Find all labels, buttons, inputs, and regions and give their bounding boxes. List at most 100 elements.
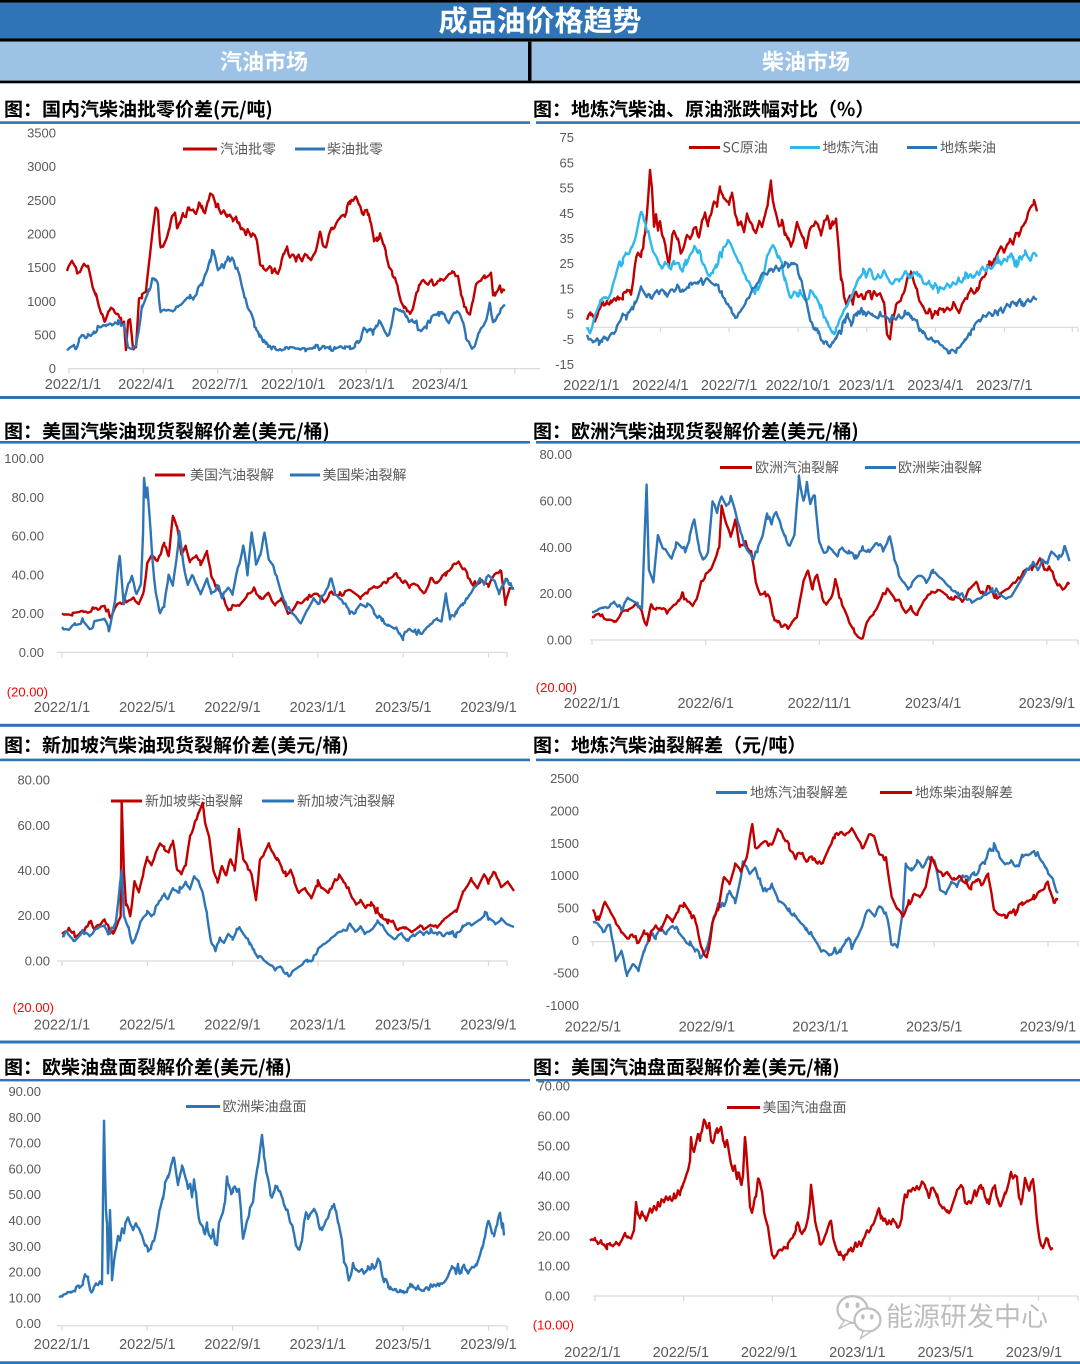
svg-text:2022/6/1: 2022/6/1	[677, 696, 733, 712]
svg-text:0.00: 0.00	[19, 645, 44, 660]
svg-text:(20.00): (20.00)	[13, 1000, 54, 1015]
svg-text:(10.00): (10.00)	[533, 1318, 574, 1333]
svg-text:2023/1/1: 2023/1/1	[829, 1345, 885, 1361]
svg-text:2500: 2500	[550, 771, 579, 786]
svg-text:2022/5/1: 2022/5/1	[119, 1337, 175, 1353]
svg-text:-1000: -1000	[546, 998, 579, 1013]
svg-text:100.00: 100.00	[4, 451, 44, 466]
svg-text:(20.00): (20.00)	[7, 685, 48, 700]
svg-text:2022/1/1: 2022/1/1	[563, 378, 619, 394]
svg-text:2023/1/1: 2023/1/1	[338, 377, 394, 393]
svg-text:2023/5/1: 2023/5/1	[375, 1018, 431, 1034]
svg-text:500: 500	[557, 901, 579, 916]
svg-text:2500: 2500	[27, 193, 56, 208]
svg-text:2022/1/1: 2022/1/1	[564, 696, 620, 712]
svg-text:20.00: 20.00	[11, 606, 44, 621]
svg-text:2023/5/1: 2023/5/1	[375, 1337, 431, 1353]
svg-text:70.00: 70.00	[537, 1079, 570, 1094]
svg-text:3000: 3000	[27, 159, 56, 174]
svg-text:25: 25	[560, 256, 574, 271]
svg-text:2023/5/1: 2023/5/1	[906, 1020, 962, 1036]
svg-text:-5: -5	[562, 332, 574, 347]
svg-text:80.00: 80.00	[8, 1110, 41, 1125]
svg-text:-500: -500	[553, 965, 579, 980]
svg-text:60.00: 60.00	[8, 1161, 41, 1176]
svg-text:0.00: 0.00	[547, 633, 572, 648]
svg-text:2023/7/1: 2023/7/1	[976, 378, 1032, 394]
svg-text:20.00: 20.00	[539, 586, 572, 601]
svg-text:2023/5/1: 2023/5/1	[375, 700, 431, 716]
svg-text:80.00: 80.00	[11, 490, 44, 505]
svg-text:65: 65	[560, 155, 574, 170]
svg-text:60.00: 60.00	[537, 1109, 570, 1124]
svg-text:2023/1/1: 2023/1/1	[290, 700, 346, 716]
svg-text:2023/9/1: 2023/9/1	[1006, 1345, 1062, 1361]
svg-text:60.00: 60.00	[11, 529, 44, 544]
svg-text:2023/4/1: 2023/4/1	[905, 696, 961, 712]
svg-text:2022/1/1: 2022/1/1	[34, 700, 90, 716]
svg-text:2000: 2000	[27, 226, 56, 241]
svg-text:35: 35	[560, 231, 574, 246]
svg-text:2022/9/1: 2022/9/1	[679, 1020, 735, 1036]
svg-text:2022/5/1: 2022/5/1	[653, 1345, 709, 1361]
svg-text:2023/9/1: 2023/9/1	[1019, 696, 1075, 712]
svg-text:2022/10/1: 2022/10/1	[261, 377, 326, 393]
svg-text:1000: 1000	[550, 868, 579, 883]
svg-text:2023/4/1: 2023/4/1	[412, 377, 468, 393]
svg-text:2023/1/1: 2023/1/1	[290, 1018, 346, 1034]
svg-text:2023/9/1: 2023/9/1	[1020, 1020, 1076, 1036]
svg-text:40.00: 40.00	[8, 1213, 41, 1228]
svg-text:2000: 2000	[550, 803, 579, 818]
svg-text:2023/1/1: 2023/1/1	[290, 1337, 346, 1353]
svg-text:20.00: 20.00	[8, 1265, 41, 1280]
svg-text:80.00: 80.00	[539, 447, 572, 462]
svg-text:50.00: 50.00	[8, 1187, 41, 1202]
svg-text:3500: 3500	[27, 126, 56, 141]
svg-text:60.00: 60.00	[539, 493, 572, 508]
svg-text:40.00: 40.00	[11, 567, 44, 582]
svg-text:0: 0	[572, 933, 579, 948]
svg-text:2023/1/1: 2023/1/1	[838, 378, 894, 394]
svg-text:45: 45	[560, 206, 574, 221]
svg-text:40.00: 40.00	[537, 1169, 570, 1184]
svg-text:0.00: 0.00	[16, 1316, 41, 1331]
svg-text:90.00: 90.00	[8, 1084, 41, 1099]
svg-text:(20.00): (20.00)	[536, 680, 577, 695]
svg-text:2022/5/1: 2022/5/1	[119, 700, 175, 716]
svg-text:70.00: 70.00	[8, 1136, 41, 1151]
svg-text:2023/9/1: 2023/9/1	[460, 700, 516, 716]
svg-text:10.00: 10.00	[8, 1290, 41, 1305]
svg-text:1500: 1500	[550, 836, 579, 851]
svg-text:-15: -15	[555, 357, 574, 372]
svg-text:2023/9/1: 2023/9/1	[460, 1018, 516, 1034]
svg-text:2023/4/1: 2023/4/1	[907, 378, 963, 394]
svg-text:2022/1/1: 2022/1/1	[34, 1337, 90, 1353]
svg-text:1500: 1500	[27, 260, 56, 275]
svg-text:10.00: 10.00	[537, 1259, 570, 1274]
svg-text:2022/11/1: 2022/11/1	[788, 696, 851, 712]
svg-text:15: 15	[560, 281, 574, 296]
svg-text:2022/10/1: 2022/10/1	[766, 378, 831, 394]
svg-text:2022/7/1: 2022/7/1	[192, 377, 248, 393]
svg-text:60.00: 60.00	[17, 818, 50, 833]
svg-text:2022/9/1: 2022/9/1	[741, 1345, 797, 1361]
svg-text:2023/5/1: 2023/5/1	[917, 1345, 973, 1361]
svg-text:2023/9/1: 2023/9/1	[460, 1337, 516, 1353]
svg-text:2022/1/1: 2022/1/1	[34, 1018, 90, 1034]
svg-text:2022/1/1: 2022/1/1	[564, 1345, 620, 1361]
svg-text:30.00: 30.00	[8, 1239, 41, 1254]
svg-text:75: 75	[560, 130, 574, 145]
svg-text:0: 0	[49, 361, 56, 376]
svg-text:2022/4/1: 2022/4/1	[632, 378, 688, 394]
svg-text:2022/4/1: 2022/4/1	[118, 377, 174, 393]
svg-text:50.00: 50.00	[537, 1139, 570, 1154]
svg-text:2022/1/1: 2022/1/1	[45, 377, 101, 393]
svg-text:40.00: 40.00	[539, 540, 572, 555]
svg-text:0.00: 0.00	[25, 954, 50, 969]
svg-text:2022/9/1: 2022/9/1	[204, 700, 260, 716]
svg-text:80.00: 80.00	[17, 773, 50, 788]
svg-text:2022/9/1: 2022/9/1	[204, 1018, 260, 1034]
svg-text:20.00: 20.00	[17, 908, 50, 923]
svg-text:2022/5/1: 2022/5/1	[565, 1020, 621, 1036]
svg-text:2022/9/1: 2022/9/1	[204, 1337, 260, 1353]
